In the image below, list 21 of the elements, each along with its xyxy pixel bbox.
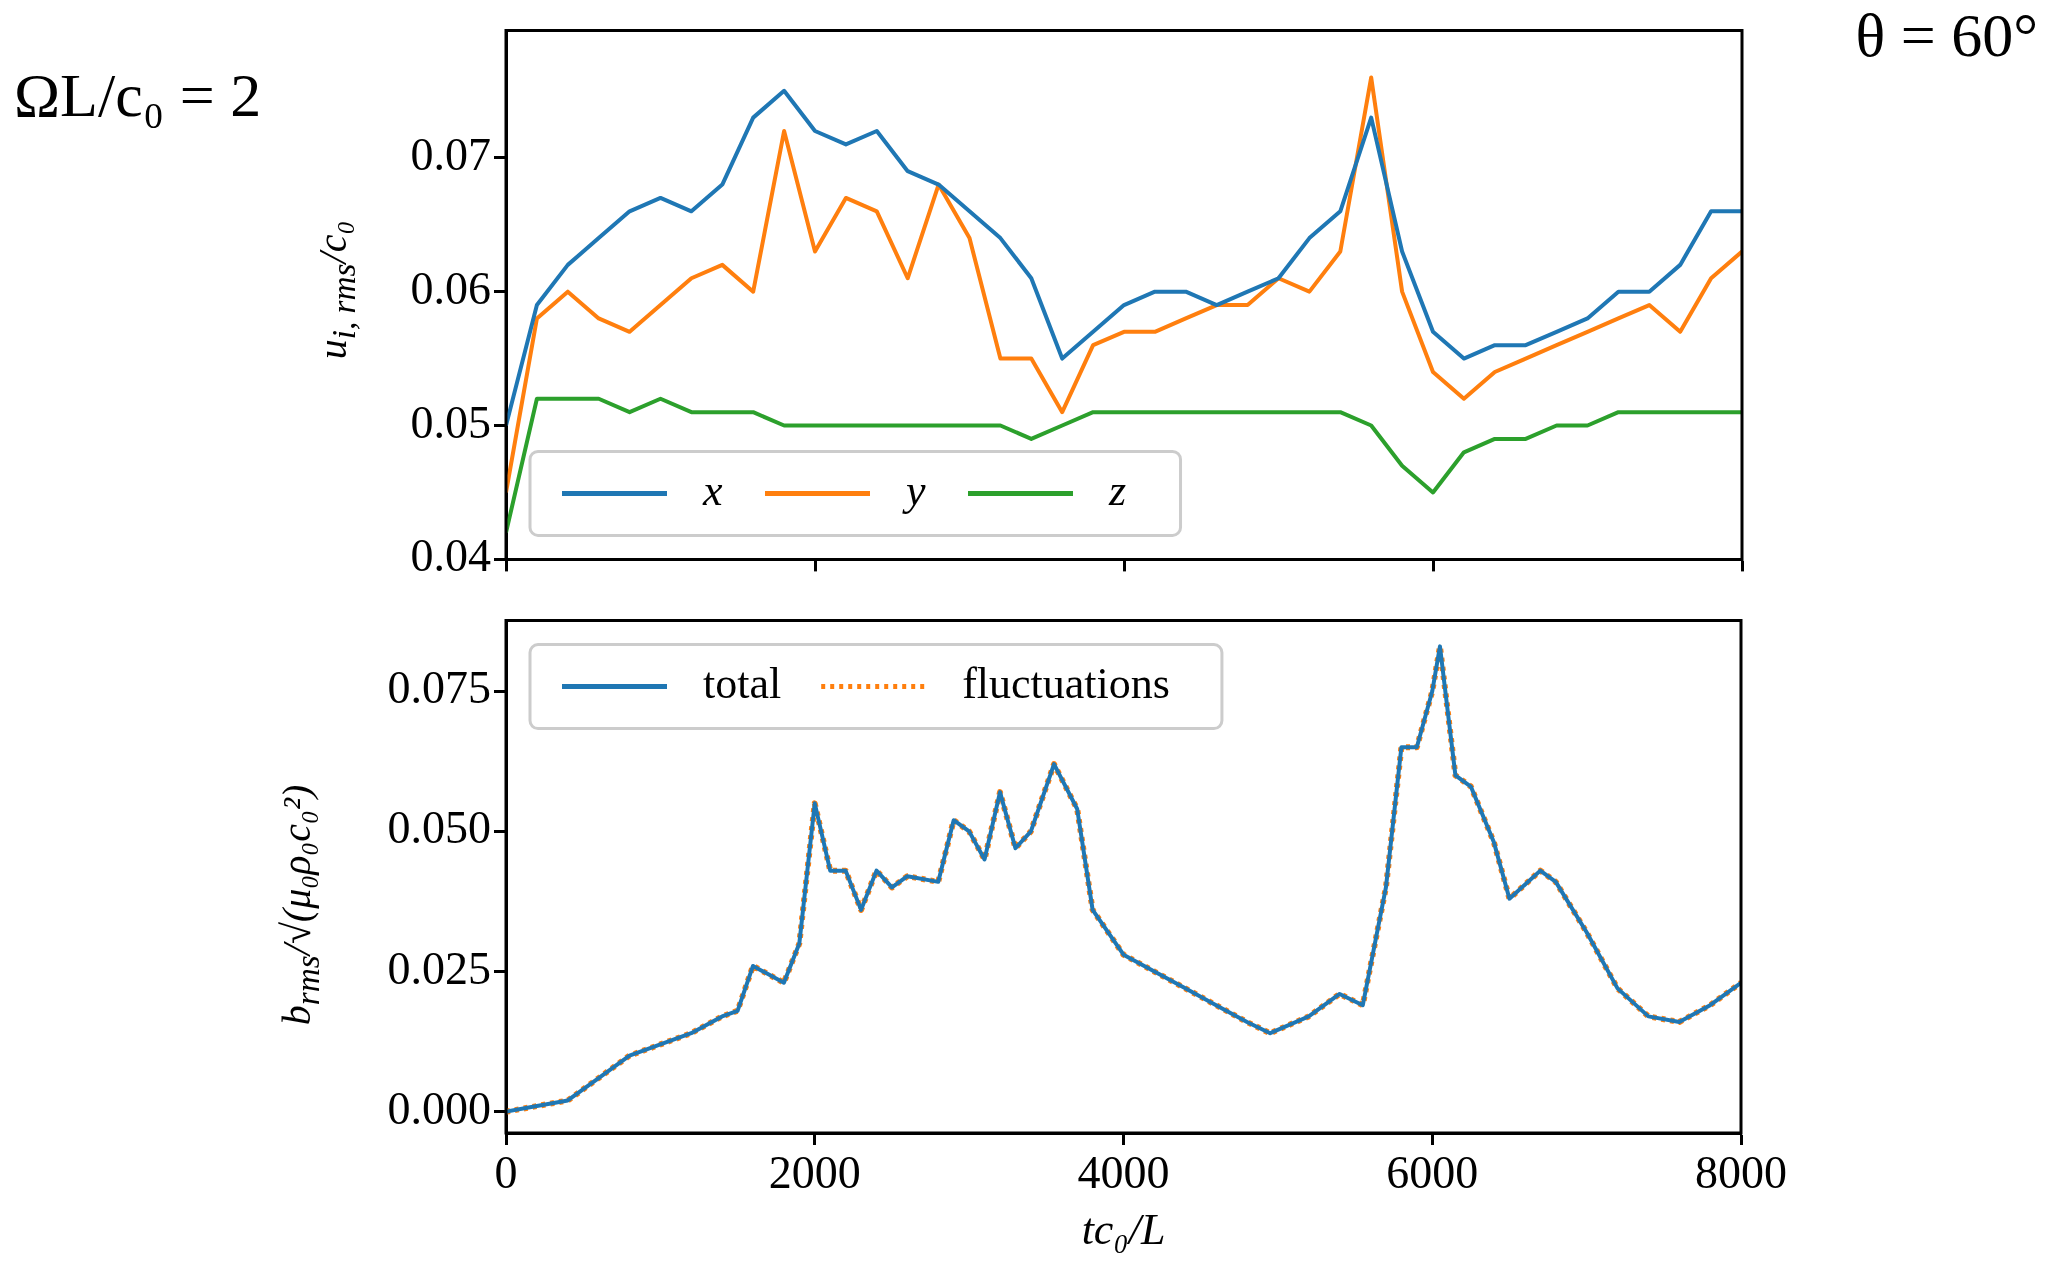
- y-tick-label: 0.075: [387, 662, 491, 714]
- text: ΩL/c₀ = 2: [14, 60, 262, 131]
- legend-label: z: [1108, 465, 1127, 515]
- y-tick-label: 0.05: [410, 396, 491, 448]
- legend-label: x: [702, 465, 723, 515]
- x-tick-label: 6000: [1386, 1146, 1479, 1198]
- x-axis-title: tc₀/L: [1081, 1205, 1166, 1255]
- y-tick-label: 0.050: [387, 802, 491, 854]
- text: θ = 60°: [1855, 0, 2038, 71]
- legend-label: fluctuations: [962, 659, 1170, 709]
- legend-label: y: [902, 465, 926, 515]
- y-tick-label: 0.07: [410, 128, 491, 180]
- x-tick-label: 4000: [1077, 1146, 1170, 1198]
- y-tick-label: 0.06: [410, 262, 491, 314]
- x-tick-label: 0: [494, 1146, 518, 1198]
- legend-label: total: [703, 659, 782, 709]
- y-tick-label: 0.000: [387, 1082, 491, 1134]
- y-tick-label: 0.04: [410, 530, 491, 582]
- y-tick-label: 0.025: [387, 942, 491, 994]
- x-tick-label: 2000: [768, 1146, 861, 1198]
- x-tick-label: 8000: [1695, 1146, 1787, 1198]
